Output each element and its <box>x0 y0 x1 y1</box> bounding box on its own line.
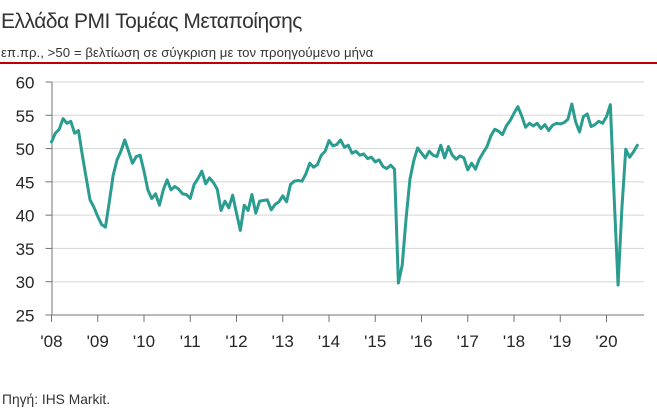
svg-text:'20: '20 <box>595 332 617 351</box>
svg-text:35: 35 <box>16 240 35 259</box>
svg-text:'13: '13 <box>272 332 294 351</box>
svg-text:'09: '09 <box>87 332 109 351</box>
svg-text:'08: '08 <box>40 332 62 351</box>
svg-text:50: 50 <box>16 140 35 159</box>
svg-text:'17: '17 <box>457 332 479 351</box>
svg-text:40: 40 <box>16 207 35 226</box>
svg-text:'15: '15 <box>364 332 386 351</box>
svg-text:45: 45 <box>16 173 35 192</box>
svg-text:30: 30 <box>16 273 35 292</box>
svg-text:55: 55 <box>16 107 35 126</box>
svg-text:25: 25 <box>16 307 35 326</box>
svg-text:'19: '19 <box>549 332 571 351</box>
svg-text:'16: '16 <box>410 332 432 351</box>
svg-text:'10: '10 <box>133 332 155 351</box>
svg-text:'14: '14 <box>318 332 340 351</box>
svg-text:'18: '18 <box>503 332 525 351</box>
svg-text:60: 60 <box>16 74 35 93</box>
svg-text:'12: '12 <box>225 332 247 351</box>
svg-text:'11: '11 <box>180 332 201 351</box>
